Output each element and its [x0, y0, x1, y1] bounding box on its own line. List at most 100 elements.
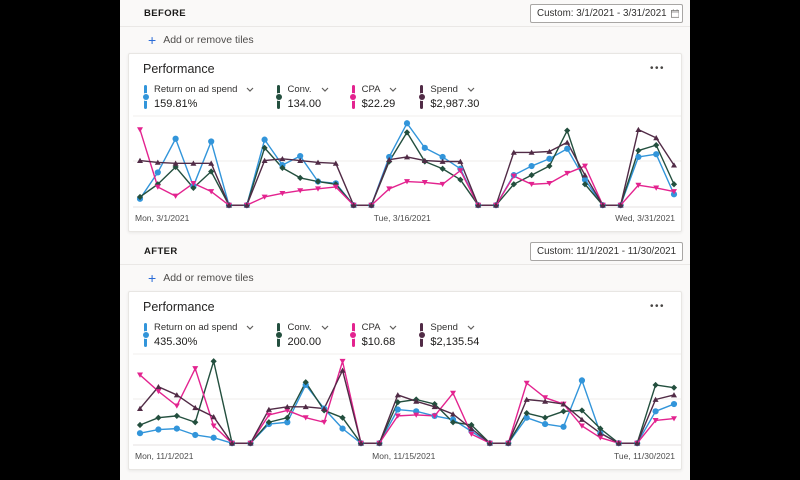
- chevron-down-icon: [389, 325, 397, 330]
- performance-card-before: Performance ••• Return on ad spend 159.8…: [128, 53, 682, 232]
- series-line-spend: [139, 369, 675, 444]
- chart-marker-triangle-up: [302, 403, 309, 410]
- metric-selector[interactable]: Conv.: [287, 84, 329, 95]
- chart-marker-triangle-up: [404, 154, 410, 160]
- performance-line-chart-after: [133, 353, 681, 447]
- chart-marker-triangle-down: [578, 423, 585, 429]
- chart-marker-triangle-down: [510, 173, 517, 179]
- chart-marker-triangle-up: [653, 135, 660, 141]
- series-color-glyph: [275, 85, 282, 109]
- metric-value: 134.00: [287, 98, 322, 110]
- more-options-icon[interactable]: •••: [649, 63, 665, 74]
- more-options-icon[interactable]: •••: [649, 301, 665, 312]
- chart-marker-triangle-down: [302, 415, 309, 421]
- add-tiles-button-before[interactable]: + Add or remove tiles: [120, 27, 690, 52]
- chart-marker-diamond: [578, 407, 586, 414]
- chart-marker-triangle-up: [528, 149, 535, 155]
- chart-marker-diamond: [314, 178, 322, 185]
- card-header-before: Performance •••: [129, 54, 681, 78]
- metric-label: Return on ad spend: [154, 322, 238, 333]
- chart-marker-triangle-up: [137, 405, 143, 411]
- chart-marker-triangle-up: [523, 396, 530, 402]
- chart-marker-triangle-up: [208, 160, 215, 166]
- chart-marker-triangle-up: [229, 440, 236, 446]
- chart-marker-triangle-up: [439, 158, 446, 164]
- chevron-down-icon: [247, 87, 254, 92]
- series-color-glyph: [418, 85, 425, 109]
- chart-marker-triangle-down: [154, 184, 161, 190]
- calendar-icon[interactable]: [670, 8, 679, 19]
- metric-value: 200.00: [287, 336, 322, 348]
- chart-marker-triangle-up: [357, 440, 364, 446]
- card-title-after: Performance: [143, 300, 215, 314]
- chart-marker-circle: [173, 425, 180, 432]
- add-tiles-button-after[interactable]: + Add or remove tiles: [120, 265, 690, 290]
- metric-selector[interactable]: CPA: [362, 322, 398, 333]
- chart-marker-triangle-up: [350, 202, 357, 208]
- chart-marker-triangle-down: [431, 413, 438, 419]
- chart-marker-diamond: [528, 172, 535, 179]
- date-range-picker-before[interactable]: Custom: 3/1/2021 - 3/31/2021: [530, 3, 683, 23]
- chart-marker-triangle-up: [597, 430, 604, 436]
- chart-marker-diamond: [332, 181, 339, 188]
- chevron-down-icon: [247, 325, 254, 330]
- chart-marker-triangle-down: [339, 358, 346, 365]
- chart-marker-diamond: [457, 176, 464, 183]
- chart-marker-circle: [542, 420, 549, 428]
- chart-marker-diamond: [564, 127, 571, 134]
- chart-marker-triangle-up: [564, 139, 571, 145]
- card-title-before: Performance: [143, 62, 215, 76]
- chart-marker-circle: [439, 153, 446, 161]
- chart-marker-triangle-up: [190, 160, 197, 166]
- x-tick-middle: Mon, 11/15/2021: [372, 451, 436, 461]
- chart-marker-circle: [154, 169, 161, 176]
- metrics-row-before: Return on ad spend 159.81% Conv. 134.00: [129, 78, 681, 110]
- metric-selector[interactable]: Spend: [430, 322, 479, 333]
- metric-selector[interactable]: Return on ad spend: [154, 84, 254, 95]
- chart-marker-triangle-down: [653, 185, 660, 191]
- chart-marker-triangle-up: [450, 411, 457, 417]
- chart-marker-circle: [653, 151, 660, 158]
- chart-marker-diamond: [190, 184, 197, 191]
- date-range-picker-after[interactable]: Custom: 11/1/2021 - 11/30/2021: [530, 241, 683, 261]
- chart-marker-triangle-up: [475, 202, 482, 208]
- metric-selector[interactable]: Conv.: [287, 322, 329, 333]
- section-label-before: BEFORE: [144, 7, 186, 19]
- x-tick-end: Tue, 11/30/2021: [614, 451, 675, 461]
- chart-marker-triangle-up: [339, 367, 346, 373]
- chart-marker-triangle-up: [652, 396, 659, 402]
- series-line-cpa: [139, 360, 675, 444]
- chart-marker-diamond: [136, 193, 144, 201]
- series-color-glyph: [350, 323, 357, 347]
- chart-marker-diamond: [670, 384, 678, 391]
- chart-marker-diamond: [208, 168, 215, 175]
- chart-marker-circle: [652, 408, 659, 415]
- chart-marker-triangle-down: [208, 189, 215, 195]
- chart-marker-triangle-up: [431, 403, 438, 410]
- chart-marker-triangle-down: [542, 395, 549, 401]
- metric-selector[interactable]: Spend: [430, 84, 479, 95]
- chart-marker-diamond: [670, 181, 678, 188]
- chart-marker-diamond: [173, 412, 180, 419]
- chart-marker-triangle-up: [615, 440, 622, 446]
- chart-marker-triangle-up: [486, 440, 493, 446]
- series-color-glyph: [418, 323, 425, 347]
- chart-marker-triangle-up: [394, 392, 401, 398]
- chevron-down-icon: [321, 87, 329, 92]
- plus-icon: +: [148, 32, 157, 48]
- chart-marker-triangle-down: [652, 418, 659, 424]
- chart-marker-diamond: [284, 414, 291, 421]
- chart-marker-triangle-down: [635, 182, 642, 188]
- metric-value: 435.30%: [154, 336, 198, 348]
- series-color-glyph: [350, 85, 357, 109]
- chart-marker-triangle-up: [173, 392, 180, 398]
- metric-selector[interactable]: Return on ad spend: [154, 322, 254, 333]
- chart-marker-circle: [261, 136, 268, 143]
- metric-selector[interactable]: CPA: [362, 84, 398, 95]
- plus-icon: +: [148, 270, 157, 286]
- section-header-after: AFTER Custom: 11/1/2021 - 11/30/2021: [120, 241, 690, 265]
- metric-label: Conv.: [287, 322, 312, 333]
- chart-marker-circle: [210, 434, 217, 441]
- chart-marker-diamond: [510, 181, 517, 188]
